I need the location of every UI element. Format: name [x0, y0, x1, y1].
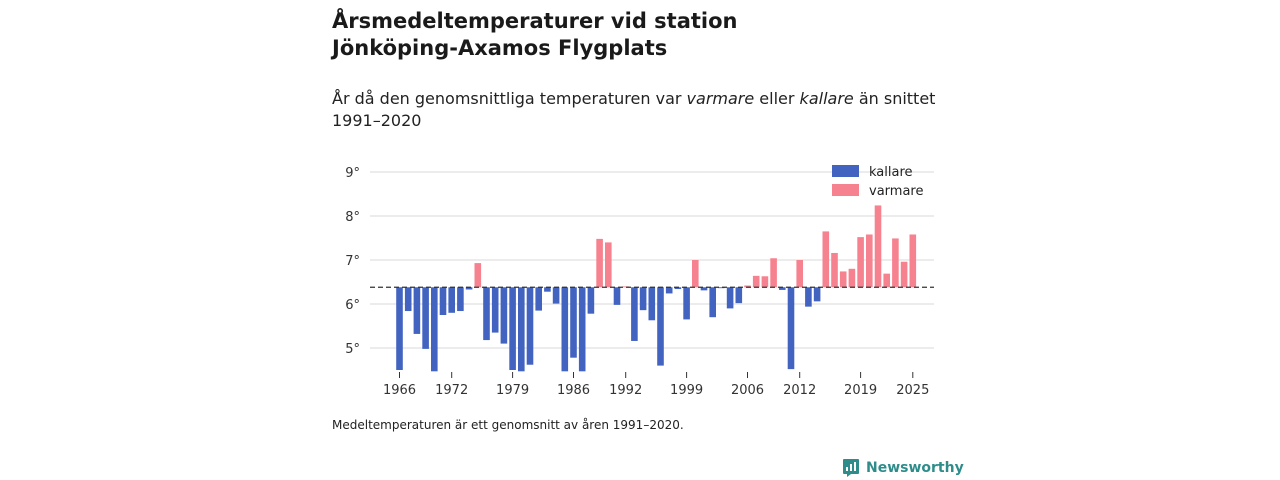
- bar-2004: [726, 287, 734, 309]
- axis-layer: 5° 6° 7° 8° 9° 1966 1972 1979 1986 1992 1999 2006 20…: [345, 166, 934, 398]
- bar-2025: [909, 234, 917, 288]
- x-tick-label: 1972: [435, 383, 468, 398]
- bar-2021: [874, 205, 882, 288]
- grid-layer: [370, 171, 934, 349]
- bar-2024: [900, 261, 908, 288]
- bar-1971: [439, 287, 447, 315]
- bar-2020: [866, 234, 873, 288]
- legend-swatch-varmare: [832, 184, 859, 196]
- legend-label-varmare: varmare: [869, 184, 923, 199]
- bar-1975: [474, 263, 482, 288]
- bar-2023: [892, 238, 899, 288]
- bar-1968: [413, 287, 421, 334]
- bar-2000: [692, 260, 699, 288]
- bar-1992: [622, 286, 629, 288]
- brand-name: Newsworthy: [866, 460, 964, 476]
- y-tick-label: 9°: [345, 166, 360, 181]
- bar-2002: [709, 287, 716, 318]
- bar-2012: [796, 260, 803, 288]
- x-tick-label: 1966: [383, 383, 416, 398]
- bar-1991: [613, 287, 621, 305]
- bar-1996: [657, 287, 664, 366]
- bar-1976: [483, 287, 490, 341]
- bar-2007: [752, 275, 760, 288]
- bar-1977: [491, 287, 499, 333]
- bar-layer: [396, 205, 917, 372]
- bar-1999: [683, 287, 690, 320]
- subtitle-warmer: varmare: [686, 89, 755, 108]
- bar-chart: 5° 6° 7° 8° 9° 1966 1972 1979 1986 1992 1999 2006 20…: [345, 165, 934, 398]
- bar-2006: [744, 285, 751, 288]
- bar-1970: [431, 287, 438, 372]
- x-tick-label: 1979: [496, 383, 529, 398]
- bar-1988: [587, 287, 595, 314]
- subtitle-part-1: År då den genomsnittliga temperaturen va…: [332, 89, 687, 108]
- x-tick-label: 2012: [783, 383, 816, 398]
- bar-1983: [544, 287, 551, 292]
- x-tick-label: 1992: [609, 383, 642, 398]
- bar-1990: [605, 242, 612, 288]
- bar-1986: [570, 287, 577, 358]
- bar-2003: [718, 287, 725, 289]
- bar-1998: [674, 287, 682, 290]
- x-tick-label: 2025: [896, 383, 929, 398]
- bar-1978: [500, 287, 508, 344]
- bar-2014: [813, 287, 821, 302]
- newsworthy-logo-icon: [843, 459, 859, 477]
- bar-2008: [761, 276, 769, 288]
- bar-2005: [735, 287, 743, 304]
- bar-2009: [770, 258, 777, 288]
- bar-1989: [596, 238, 603, 288]
- bar-1966: [396, 287, 403, 370]
- bar-1994: [639, 287, 647, 311]
- legend-swatch-kallare: [832, 165, 859, 177]
- bar-2022: [883, 273, 890, 288]
- y-tick-label: 6°: [345, 298, 360, 313]
- bar-1974: [465, 287, 473, 290]
- bar-2018: [848, 268, 856, 288]
- bar-2017: [839, 271, 847, 288]
- chart-subtitle: År då den genomsnittliga temperaturen va…: [332, 88, 952, 132]
- bar-1987: [578, 287, 586, 372]
- x-tick-label: 1999: [670, 383, 703, 398]
- bar-1979: [509, 287, 516, 370]
- bar-1981: [526, 287, 534, 365]
- legend: kallare varmare: [832, 165, 923, 199]
- bar-1985: [561, 287, 569, 372]
- y-tick-label: 7°: [345, 254, 360, 269]
- subtitle-part-2: eller: [754, 89, 800, 108]
- subtitle-part-3: än snittet 1991–2020: [332, 89, 936, 130]
- bar-1967: [404, 287, 412, 312]
- chart-title-line-2: Jönköping-Axamos Flygplats: [332, 36, 668, 60]
- bar-1997: [665, 287, 673, 294]
- subtitle-colder: kallare: [799, 89, 854, 108]
- footnote: Medeltemperaturen är ett genomsnitt av å…: [332, 418, 684, 432]
- x-tick-label: 1986: [557, 383, 590, 398]
- bar-1972: [448, 287, 455, 313]
- bar-1995: [648, 287, 656, 321]
- x-tick-label: 2019: [844, 383, 877, 398]
- bar-1993: [631, 287, 638, 341]
- bar-2013: [805, 287, 812, 307]
- legend-label-kallare: kallare: [869, 165, 913, 180]
- bar-1982: [535, 287, 542, 311]
- y-tick-label: 5°: [345, 342, 360, 357]
- y-tick-label: 8°: [345, 210, 360, 225]
- bar-2010: [779, 287, 786, 290]
- chart-title-line-1: Årsmedeltemperaturer vid station: [332, 9, 738, 33]
- chart-title: Årsmedeltemperaturer vid station Jönköpi…: [332, 8, 892, 62]
- bar-1973: [457, 287, 464, 312]
- brand-logo: Newsworthy: [842, 458, 964, 478]
- x-tick-label: 2006: [731, 383, 764, 398]
- bar-2015: [822, 231, 830, 288]
- bar-2016: [831, 252, 838, 288]
- bar-2001: [700, 287, 708, 291]
- bar-1969: [422, 287, 429, 349]
- bar-1980: [518, 287, 525, 372]
- bar-2019: [857, 237, 864, 288]
- bar-2011: [787, 287, 795, 370]
- bar-1984: [552, 287, 560, 304]
